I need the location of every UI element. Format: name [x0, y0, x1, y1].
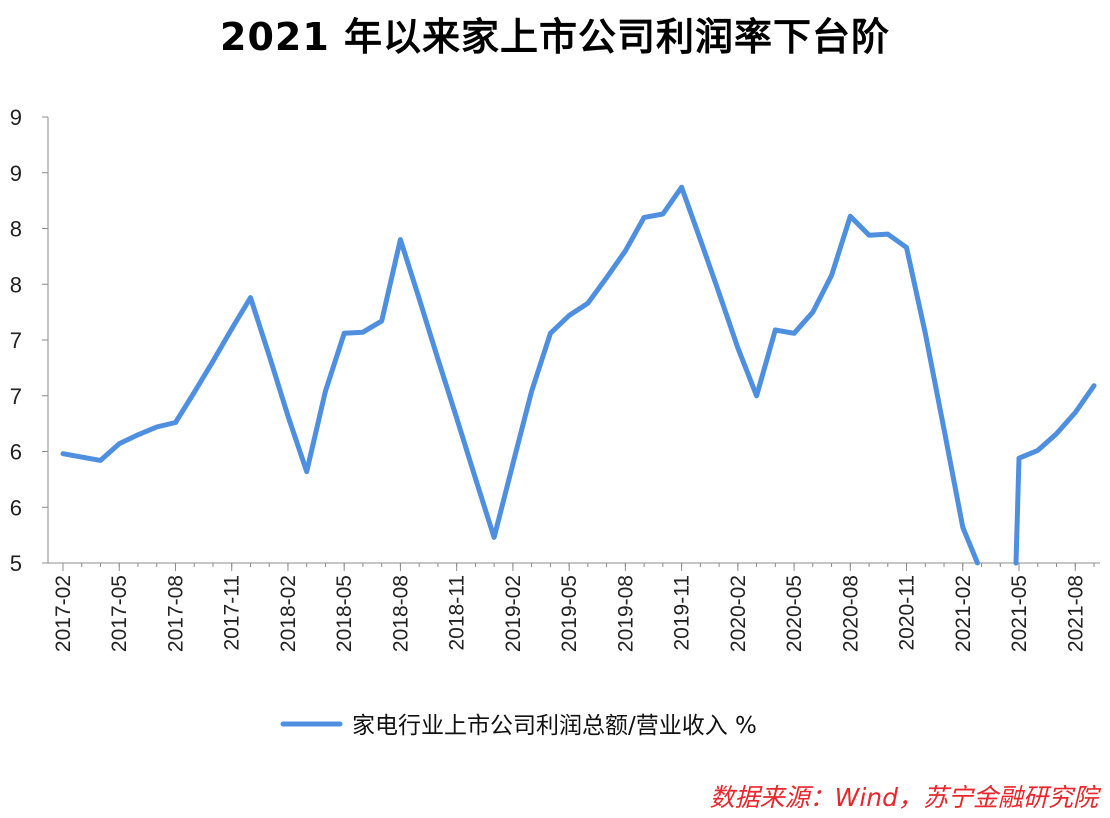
legend: 家电行业上市公司利润总额/营业收入 %: [280, 713, 757, 739]
y-axis: 5 6 6 7 7 8 8 9 9: [10, 105, 49, 576]
x-tick-label: 2017-11: [221, 575, 244, 651]
series-layer: [60, 184, 1097, 566]
y-tick-label: 7: [10, 328, 22, 353]
y-tick-label: 6: [10, 440, 22, 465]
y-tick-label: 9: [10, 105, 22, 130]
x-tick-label: 2018-05: [333, 575, 356, 652]
series-line: [60, 184, 1097, 566]
x-axis: 2017-02 2017-05 2017-08 2017-11 2018-02 2018-…: [48, 562, 1100, 652]
y-tick-label: 6: [10, 495, 22, 520]
x-tick-label: 2021-02: [952, 575, 975, 652]
x-tick-label: 2020-05: [783, 575, 806, 652]
x-tick-label: 2020-11: [896, 575, 919, 651]
y-tick-label: 8: [10, 272, 22, 297]
x-tick-label: 2017-05: [108, 575, 131, 652]
y-tick-label: 5: [10, 551, 22, 576]
chart-title: 2021 年以来家上市公司利润率下台阶: [220, 15, 890, 59]
y-tick-label: 7: [10, 384, 22, 409]
x-tick-label: 2018-02: [277, 575, 300, 652]
x-tick-label: 2019-02: [502, 575, 525, 652]
y-tick-label: 9: [10, 161, 22, 186]
x-tick-label: 2017-08: [164, 575, 187, 652]
x-tick-label: 2018-08: [389, 575, 412, 652]
source-note: 数据来源：Wind，苏宁金融研究院: [709, 783, 1098, 812]
x-tick-label: 2017-02: [52, 575, 75, 652]
x-tick-label: 2020-02: [727, 575, 750, 652]
x-tick-label: 2020-08: [839, 575, 862, 652]
x-tick-label: 2021-05: [1008, 575, 1031, 652]
legend-label: 家电行业上市公司利润总额/营业收入 %: [352, 713, 757, 739]
x-tick-label: 2021-08: [1064, 575, 1087, 652]
x-tick-label: 2018-11: [446, 575, 469, 651]
y-tick-label: 8: [10, 217, 22, 242]
x-tick-label: 2019-05: [558, 575, 581, 652]
x-tick-label: 2019-08: [614, 575, 637, 652]
x-tick-label: 2019-11: [671, 575, 694, 651]
